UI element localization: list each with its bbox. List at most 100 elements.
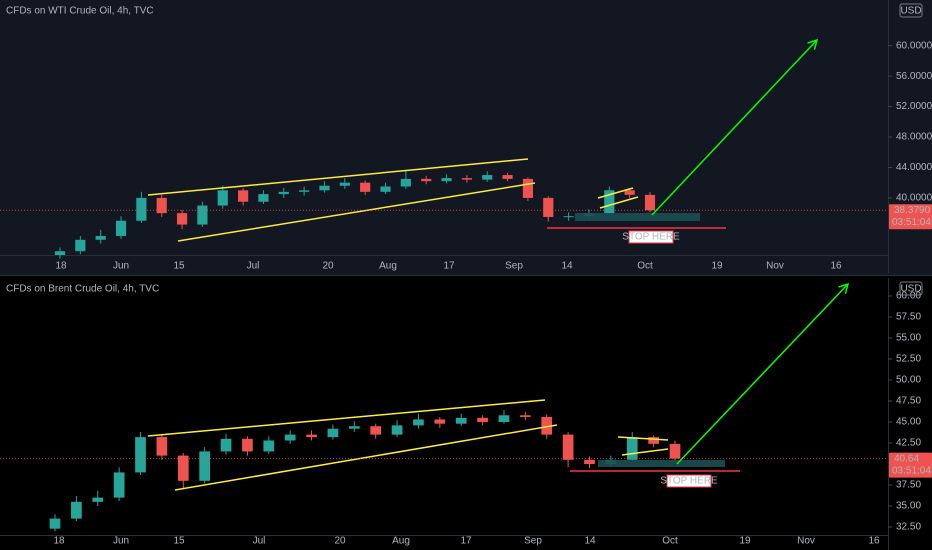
last-price-box bbox=[889, 452, 932, 478]
candle-body bbox=[319, 185, 330, 191]
x-tick-label: 18 bbox=[53, 536, 65, 547]
last-price-box bbox=[889, 204, 932, 230]
stop-label: STOP HERE bbox=[660, 476, 718, 487]
y-tick-label: 50.00 bbox=[896, 375, 921, 386]
candle-body bbox=[421, 178, 432, 182]
candle-body bbox=[258, 194, 269, 202]
candle-body bbox=[391, 425, 403, 435]
chart-title: CFDs on Brent Crude Oil, 4h, TVC bbox=[6, 284, 159, 295]
trend-line bbox=[147, 399, 546, 437]
candle-body bbox=[498, 415, 510, 423]
candle-body bbox=[136, 197, 147, 221]
trend-line bbox=[597, 187, 634, 199]
candle-body bbox=[220, 438, 232, 452]
trend-line bbox=[147, 158, 529, 196]
candle-body bbox=[563, 216, 574, 218]
candle-body bbox=[644, 194, 656, 211]
x-tick-label: 16 bbox=[830, 261, 842, 272]
candle-body bbox=[306, 434, 317, 438]
y-tick-label: 37.50 bbox=[896, 480, 921, 491]
x-tick-label: Jun bbox=[113, 536, 129, 547]
y-tick-label: 55.00 bbox=[896, 333, 921, 344]
x-tick-label: Sep bbox=[524, 536, 542, 547]
candle-body bbox=[95, 235, 106, 240]
y-tick-label: 60.00 bbox=[896, 291, 921, 302]
candle-body bbox=[135, 437, 146, 473]
currency-badge bbox=[899, 281, 923, 296]
candle-body bbox=[156, 437, 168, 456]
candle-body bbox=[299, 190, 310, 192]
candle-body bbox=[624, 190, 635, 195]
target-arrow-head bbox=[838, 282, 850, 294]
candle-body bbox=[75, 239, 86, 252]
candle-body bbox=[604, 190, 615, 214]
trend-line bbox=[599, 196, 639, 209]
candle-body bbox=[327, 428, 339, 438]
trend-line bbox=[621, 448, 669, 456]
candle-body bbox=[217, 190, 228, 206]
candle-body bbox=[562, 434, 574, 460]
y-tick-label: 45.00 bbox=[896, 417, 921, 428]
candle-body bbox=[400, 178, 411, 187]
currency-badge bbox=[899, 3, 923, 18]
candle-body bbox=[339, 182, 350, 186]
y-tick-label: 35.00 bbox=[896, 501, 921, 512]
x-tick-label: 18 bbox=[55, 261, 67, 272]
y-tick-label: 48.0000 bbox=[896, 132, 932, 143]
candle-body bbox=[49, 518, 61, 529]
x-tick-label: Jul bbox=[247, 261, 260, 272]
y-tick-label: 42.50 bbox=[896, 438, 921, 449]
target-arrow bbox=[651, 39, 818, 216]
candle-body bbox=[482, 175, 493, 180]
y-tick-label: 52.0000 bbox=[896, 101, 932, 112]
candle-body bbox=[176, 213, 188, 225]
candle-body bbox=[455, 417, 467, 424]
trend-line bbox=[617, 436, 669, 441]
stop-label-box bbox=[628, 230, 674, 244]
candle-body bbox=[626, 437, 638, 460]
x-tick-label: Aug bbox=[379, 261, 397, 272]
x-tick-label: 15 bbox=[173, 536, 185, 547]
candle-body bbox=[199, 451, 210, 481]
x-tick-label: 14 bbox=[584, 536, 596, 547]
y-tick-label: 40.0000 bbox=[896, 193, 932, 204]
candle-body bbox=[115, 220, 127, 236]
y-tick-label: 52.50 bbox=[896, 354, 921, 365]
candle-body bbox=[413, 419, 424, 426]
x-tick-label: 17 bbox=[460, 536, 472, 547]
candle-body bbox=[197, 205, 208, 225]
candle-body bbox=[380, 186, 391, 192]
x-tick-label: 19 bbox=[739, 536, 751, 547]
candle-body bbox=[461, 178, 472, 180]
candle-body bbox=[177, 455, 189, 481]
x-tick-label: Jun bbox=[113, 261, 129, 272]
currency: USD bbox=[900, 6, 921, 17]
candle-body bbox=[360, 182, 371, 192]
candle-body bbox=[441, 178, 452, 182]
y-tick-label: 57.50 bbox=[896, 312, 921, 323]
last-price-label: 38.3790 bbox=[894, 205, 931, 216]
countdown: 03:51:04 bbox=[892, 217, 931, 228]
x-tick-label: Jul bbox=[253, 536, 266, 547]
x-tick-label: 17 bbox=[443, 261, 455, 272]
x-tick-label: Nov bbox=[797, 536, 815, 547]
candle-body bbox=[520, 415, 531, 417]
candle-body bbox=[54, 251, 66, 255]
x-tick-label: 20 bbox=[322, 261, 334, 272]
x-tick-label: Nov bbox=[766, 261, 784, 272]
stop-label: STOP HERE bbox=[622, 232, 680, 243]
y-tick-label: 47.50 bbox=[896, 396, 921, 407]
y-tick-label: 56.0000 bbox=[896, 71, 932, 82]
candle-body bbox=[156, 197, 167, 214]
candle-body bbox=[648, 437, 659, 444]
stop-label-box bbox=[666, 474, 712, 488]
x-tick-label: 14 bbox=[561, 261, 573, 272]
target-arrow-head bbox=[807, 38, 819, 50]
candle-body bbox=[541, 416, 553, 435]
bottom-panel bbox=[0, 276, 932, 550]
candle-body bbox=[543, 197, 554, 217]
x-tick-label: Sep bbox=[505, 261, 523, 272]
x-tick-label: 19 bbox=[711, 261, 723, 272]
